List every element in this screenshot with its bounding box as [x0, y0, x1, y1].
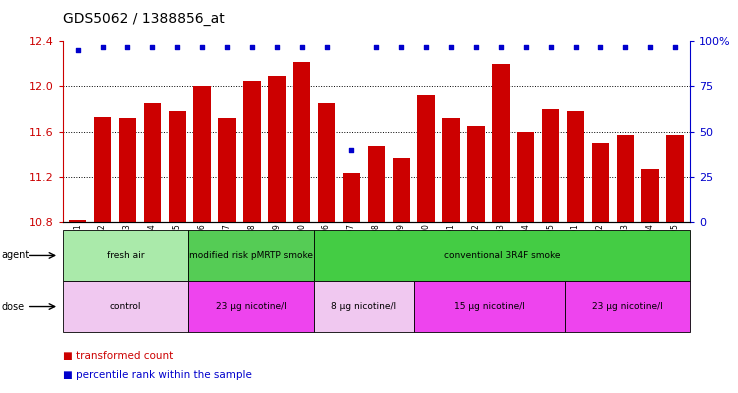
Point [669, 44, 681, 50]
Point [321, 44, 333, 50]
Bar [94, 117, 111, 222]
Point [345, 147, 357, 153]
Point [221, 44, 233, 50]
Text: fresh air: fresh air [107, 251, 144, 260]
Bar [442, 118, 460, 222]
Point [146, 44, 158, 50]
Point [396, 44, 407, 50]
Point [97, 44, 108, 50]
Point [246, 44, 258, 50]
Bar [218, 118, 235, 222]
Text: 23 μg nicotine/l: 23 μg nicotine/l [215, 302, 286, 311]
Text: dose: dose [1, 301, 24, 312]
Text: GDS5062 / 1388856_at: GDS5062 / 1388856_at [63, 12, 224, 26]
Bar [492, 64, 509, 222]
Point [196, 44, 208, 50]
Bar [193, 86, 211, 222]
Text: 23 μg nicotine/l: 23 μg nicotine/l [592, 302, 663, 311]
Bar [666, 135, 684, 222]
Text: control: control [110, 302, 141, 311]
Point [171, 44, 183, 50]
Bar [293, 62, 311, 222]
Bar [467, 126, 485, 222]
Bar [368, 146, 385, 222]
Point [72, 47, 83, 53]
Bar [144, 103, 161, 222]
Bar [517, 132, 534, 222]
Point [370, 44, 382, 50]
Bar [393, 158, 410, 222]
Bar [542, 109, 559, 222]
Bar [268, 76, 286, 222]
Bar [168, 111, 186, 222]
Bar [318, 103, 335, 222]
Bar [616, 135, 634, 222]
Point [445, 44, 457, 50]
Point [545, 44, 556, 50]
Text: agent: agent [1, 250, 30, 261]
Bar [567, 111, 584, 222]
Point [122, 44, 134, 50]
Point [644, 44, 656, 50]
Point [520, 44, 531, 50]
Bar [244, 81, 261, 222]
Text: conventional 3R4F smoke: conventional 3R4F smoke [444, 251, 560, 260]
Point [595, 44, 607, 50]
Bar [342, 173, 360, 222]
Point [495, 44, 507, 50]
Bar [119, 118, 137, 222]
Text: modified risk pMRTP smoke: modified risk pMRTP smoke [189, 251, 313, 260]
Bar [641, 169, 659, 222]
Text: ■ transformed count: ■ transformed count [63, 351, 173, 361]
Point [296, 44, 308, 50]
Point [271, 44, 283, 50]
Text: ■ percentile rank within the sample: ■ percentile rank within the sample [63, 370, 252, 380]
Bar [69, 220, 86, 222]
Point [420, 44, 432, 50]
Point [570, 44, 582, 50]
Bar [418, 95, 435, 222]
Point [619, 44, 631, 50]
Text: 15 μg nicotine/l: 15 μg nicotine/l [454, 302, 525, 311]
Text: 8 μg nicotine/l: 8 μg nicotine/l [331, 302, 396, 311]
Point [470, 44, 482, 50]
Bar [592, 143, 609, 222]
